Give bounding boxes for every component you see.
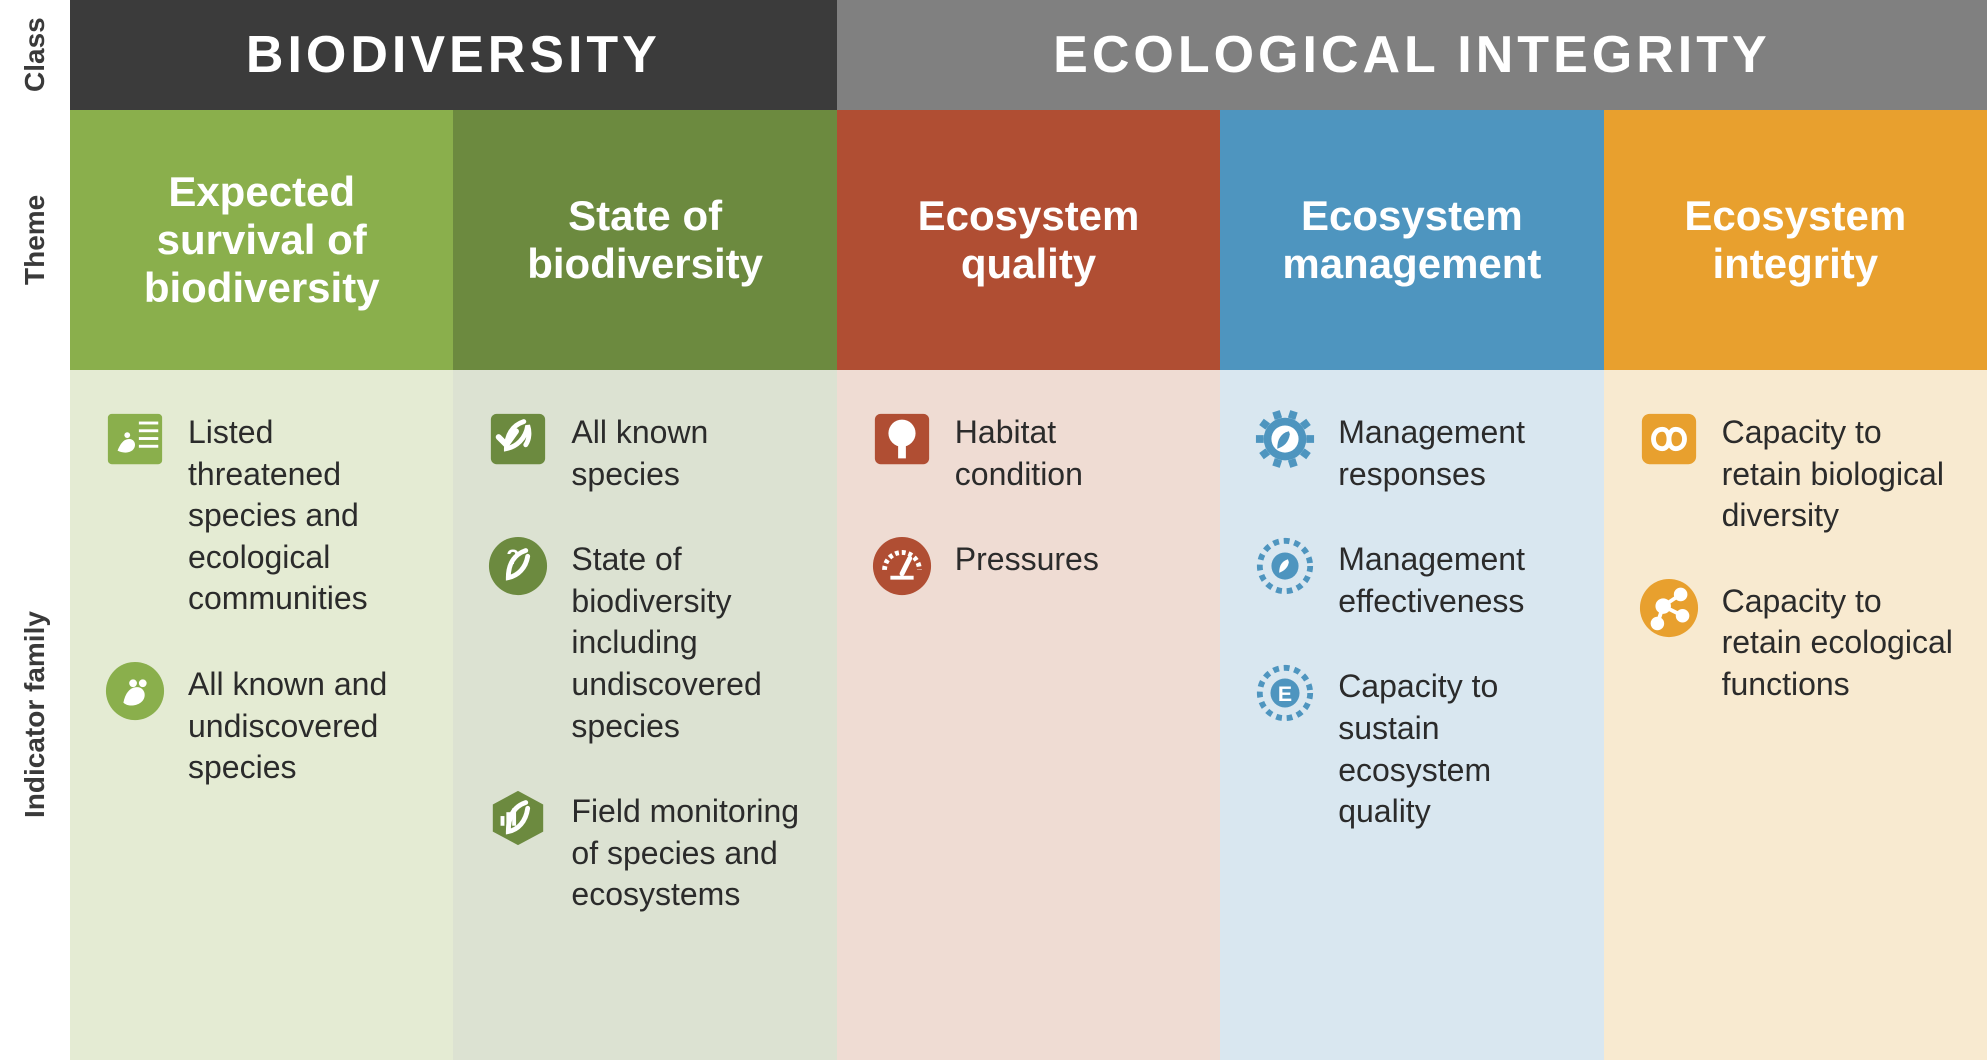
frog-circle-icon <box>104 660 166 722</box>
indicator-family-row: Listed threatened species and ecological… <box>70 370 1987 1060</box>
infographic-table: Class Theme Indicator family BIODIVERSIT… <box>0 0 1987 1060</box>
theme-cell: State of biodiversity <box>453 110 836 370</box>
gear-leaf-icon <box>1254 408 1316 470</box>
indicator-text: All known and undiscovered species <box>188 660 419 789</box>
class-cell: ECOLOGICAL INTEGRITY <box>837 0 1987 110</box>
theme-cell: Ecosystem management <box>1220 110 1603 370</box>
indicator-text: Capacity to retain ecological functions <box>1722 577 1953 706</box>
indicator-item: Capacity to retain biological diversity <box>1638 408 1953 537</box>
theme-cell: Ecosystem quality <box>837 110 1220 370</box>
indicator-item: Listed threatened species and ecological… <box>104 408 419 620</box>
indicator-text: Capacity to retain biological diversity <box>1722 408 1953 537</box>
theme-cell: Expected survival of biodiversity <box>70 110 453 370</box>
indicator-text: Pressures <box>955 535 1099 581</box>
tree-square-icon <box>871 408 933 470</box>
indicator-text: Habitat condition <box>955 408 1186 495</box>
class-cell: BIODIVERSITY <box>70 0 837 110</box>
indicator-item: Field monitoring of species and ecosyste… <box>487 787 802 916</box>
theme-cell: Ecosystem integrity <box>1604 110 1987 370</box>
indicator-item: ? State of biodiversity including undisc… <box>487 535 802 747</box>
leaf-question-icon: ? <box>487 535 549 597</box>
e-dashed-icon: E <box>1254 662 1316 724</box>
content-grid: BIODIVERSITYECOLOGICAL INTEGRITY Expecte… <box>70 0 1987 1060</box>
indicator-item: Capacity to retain ecological functions <box>1638 577 1953 706</box>
family-cell: Capacity to retain biological diversity … <box>1604 370 1987 1060</box>
row-labels-column: Class Theme Indicator family <box>0 0 70 1060</box>
indicator-item: All known species <box>487 408 802 495</box>
indicator-item: Habitat condition <box>871 408 1186 495</box>
class-row: BIODIVERSITYECOLOGICAL INTEGRITY <box>70 0 1987 110</box>
row-label-family: Indicator family <box>0 370 70 1060</box>
indicator-text: Management effectiveness <box>1338 535 1569 622</box>
network-circle-icon <box>1638 577 1700 639</box>
svg-text:E: E <box>1278 682 1292 706</box>
family-cell: All known species ? State of biodiversit… <box>453 370 836 1060</box>
indicator-item: Pressures <box>871 535 1186 597</box>
gear-dashed-icon <box>1254 535 1316 597</box>
indicator-text: Field monitoring of species and ecosyste… <box>571 787 802 916</box>
leaf-hex-icon <box>487 787 549 849</box>
indicator-text: Listed threatened species and ecological… <box>188 408 419 620</box>
indicator-text: State of biodiversity including undiscov… <box>571 535 802 747</box>
row-label-class: Class <box>0 0 70 110</box>
row-label-theme: Theme <box>0 110 70 370</box>
indicator-item: E Capacity to sustain ecosystem quality <box>1254 662 1569 832</box>
family-cell: Habitat condition Pressures <box>837 370 1220 1060</box>
indicator-text: Capacity to sustain ecosystem quality <box>1338 662 1569 832</box>
indicator-item: All known and undiscovered species <box>104 660 419 789</box>
indicator-item: Management responses <box>1254 408 1569 495</box>
leaf-check-icon <box>487 408 549 470</box>
theme-row: Expected survival of biodiversityState o… <box>70 110 1987 370</box>
gauge-circle-icon <box>871 535 933 597</box>
family-cell: Management responses Management effectiv… <box>1220 370 1603 1060</box>
indicator-item: Management effectiveness <box>1254 535 1569 622</box>
frog-list-icon <box>104 408 166 470</box>
indicator-text: All known species <box>571 408 802 495</box>
family-cell: Listed threatened species and ecological… <box>70 370 453 1060</box>
indicator-text: Management responses <box>1338 408 1569 495</box>
infinity-square-icon <box>1638 408 1700 470</box>
svg-text:?: ? <box>507 545 520 569</box>
